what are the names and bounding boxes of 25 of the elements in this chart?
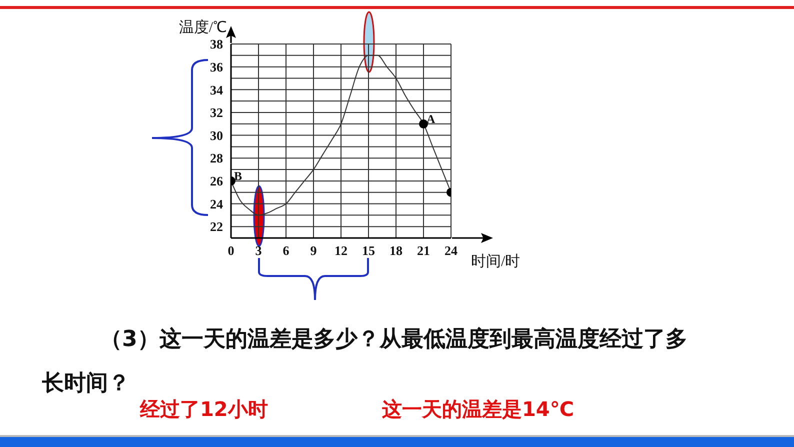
x-tick-label: 18 bbox=[390, 243, 403, 258]
y-tick-label: 28 bbox=[210, 150, 224, 166]
x-tick-label: 0 bbox=[228, 243, 234, 258]
text: 经过了12小时 bbox=[140, 396, 268, 423]
x-tick-label: 12 bbox=[334, 243, 348, 258]
x-tick-label: 6 bbox=[282, 243, 290, 258]
x-tick-label: 21 bbox=[417, 243, 430, 258]
annotation: A bbox=[426, 112, 436, 126]
y-tick-label: 24 bbox=[210, 196, 224, 212]
x-axis-title: 时间/时 bbox=[471, 253, 520, 270]
text: 这一天的温差是14℃ bbox=[382, 396, 574, 423]
y-tick-label: 26 bbox=[210, 174, 224, 189]
y-tick-label: 36 bbox=[210, 59, 224, 74]
y-tick-label: 32 bbox=[210, 105, 223, 120]
annotation: B bbox=[234, 168, 242, 183]
y-axis-title: 温度/℃ bbox=[178, 19, 227, 36]
y-tick-label: 30 bbox=[210, 128, 223, 143]
x-tick-label: 9 bbox=[310, 243, 318, 258]
x-tick-label: 15 bbox=[362, 243, 376, 258]
y-tick-label: 38 bbox=[210, 36, 224, 52]
y-tick-label: 22 bbox=[210, 219, 223, 234]
text: （3）这一天的温差是多少？从最低温度到最高温度经过了多长时间？ bbox=[42, 327, 688, 396]
y-tick-label: 34 bbox=[210, 82, 224, 98]
x-tick-label: 24 bbox=[444, 243, 458, 258]
x-tick-label: 3 bbox=[255, 243, 262, 258]
